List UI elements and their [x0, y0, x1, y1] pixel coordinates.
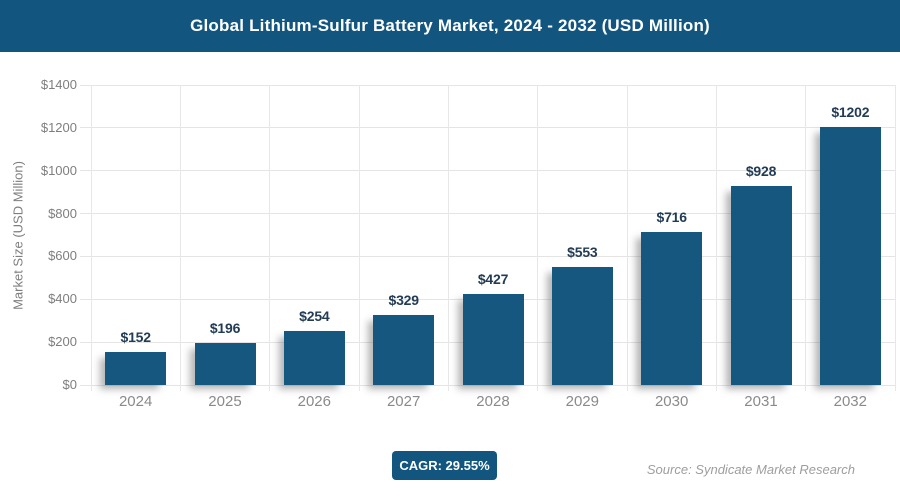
y-tick-label: $1200	[40, 119, 77, 135]
plot-area: $152 $196 $254 $329 $427 $553 $716 $928 $1202	[80, 84, 896, 391]
bar-value-label: $329	[388, 291, 419, 308]
x-gridline	[626, 85, 628, 391]
chart-title: Global Lithium-Sulfur Battery Market, 20…	[190, 16, 710, 35]
bar-value-label: $196	[209, 320, 241, 336]
bar-2031	[730, 186, 792, 385]
bar-2029	[551, 266, 613, 385]
x-tick-label: 2025	[208, 393, 242, 410]
x-tick-label: 2029	[565, 393, 599, 410]
x-tick-label: 2024	[118, 393, 153, 410]
bar-value-label: $716	[656, 208, 687, 225]
bar-2030	[641, 231, 703, 385]
bar-value-label: $1202	[831, 104, 870, 121]
x-gridline	[358, 85, 360, 391]
x-tick-label: 2028	[476, 393, 510, 410]
y-tick-label: $400	[48, 291, 77, 307]
x-gridline	[537, 85, 539, 391]
y-gridline	[80, 384, 895, 386]
y-tick-label: $800	[48, 205, 77, 221]
x-gridline	[90, 85, 92, 391]
y-tick-label: $600	[48, 248, 77, 264]
bar-2026	[283, 330, 345, 385]
bar-value-label: $427	[477, 270, 509, 287]
bar-value-label: $152	[120, 329, 151, 346]
x-gridline	[894, 85, 896, 391]
cagr-badge: CAGR: 29.55%	[392, 451, 497, 480]
x-gridline	[805, 85, 807, 391]
bar-2028	[462, 293, 524, 385]
y-gridline	[80, 84, 895, 86]
y-gridline	[80, 170, 895, 172]
x-gridline	[179, 85, 181, 391]
x-tick-label: 2027	[386, 393, 421, 410]
x-gridline	[715, 85, 717, 391]
bar-value-label: $928	[745, 163, 777, 180]
y-gridline	[80, 255, 895, 257]
x-tick-label: 2032	[833, 393, 867, 410]
y-tick-label: $1400	[40, 77, 77, 92]
bar-2024	[105, 352, 167, 385]
x-gridline	[447, 85, 449, 391]
x-gridline	[269, 85, 271, 391]
bar-2032	[819, 127, 881, 385]
x-tick-label: 2031	[744, 393, 778, 410]
bar-2027	[373, 314, 435, 385]
y-gridline	[80, 213, 895, 215]
chart-title-bar: Global Lithium-Sulfur Battery Market, 20…	[0, 0, 900, 52]
bar-value-label: $553	[567, 243, 598, 260]
x-tick-label: 2026	[297, 393, 331, 410]
x-tick-label: 2030	[654, 393, 689, 410]
y-tick-label: $1000	[40, 162, 77, 178]
source-attribution: Source: Syndicate Market Research	[646, 462, 855, 477]
bar-2025	[194, 343, 256, 385]
y-tick-label: $0	[62, 377, 77, 392]
bar-value-label: $254	[299, 307, 330, 324]
y-gridline	[80, 127, 895, 129]
y-tick-label: $200	[48, 334, 77, 350]
